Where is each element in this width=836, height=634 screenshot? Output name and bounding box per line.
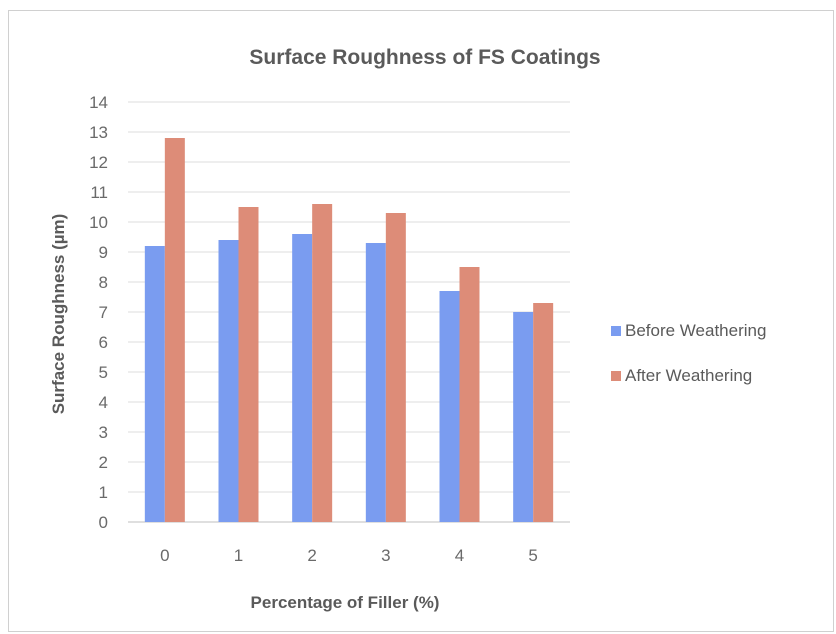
y-tick-label: 1 xyxy=(99,483,108,502)
y-tick-label: 10 xyxy=(89,213,108,232)
y-tick-label: 3 xyxy=(99,423,108,442)
y-tick-label: 11 xyxy=(90,183,108,202)
bar-before-0 xyxy=(144,246,165,522)
bar-before-4 xyxy=(439,291,460,522)
x-axis-ticks: 0 1 2 3 4 5 xyxy=(160,546,538,565)
x-axis-title: Percentage of Filler (%) xyxy=(251,593,440,612)
bar-before-5 xyxy=(513,312,534,522)
x-tick-label: 5 xyxy=(528,546,537,565)
x-tick-label: 4 xyxy=(455,546,464,565)
bar-after-0 xyxy=(164,138,185,522)
bar-after-3 xyxy=(385,213,406,522)
legend-swatch xyxy=(611,326,621,336)
bar-before-2 xyxy=(292,234,313,522)
y-tick-label: 2 xyxy=(99,453,108,472)
x-tick-label: 2 xyxy=(307,546,316,565)
gridlines xyxy=(128,101,570,523)
bars xyxy=(144,138,554,522)
bar-after-5 xyxy=(533,303,554,522)
bar-before-1 xyxy=(218,240,239,522)
bar-after-4 xyxy=(459,267,480,522)
bar-before-3 xyxy=(365,243,386,522)
y-tick-label: 9 xyxy=(99,243,108,262)
legend-swatch xyxy=(611,371,621,381)
chart-title: Surface Roughness of FS Coatings xyxy=(249,46,600,69)
y-tick-label: 7 xyxy=(99,303,108,322)
legend-label: Before Weathering xyxy=(625,321,766,340)
legend: Before Weathering After Weathering xyxy=(611,321,766,385)
y-tick-label: 4 xyxy=(99,393,108,412)
legend-label: After Weathering xyxy=(625,366,752,385)
x-tick-label: 0 xyxy=(160,546,169,565)
y-tick-label: 0 xyxy=(99,513,108,532)
y-axis-title: Surface Roughness (µm) xyxy=(49,214,68,415)
x-tick-label: 3 xyxy=(381,546,390,565)
bar-after-1 xyxy=(238,207,259,522)
bar-after-2 xyxy=(312,204,333,522)
y-tick-label: 13 xyxy=(89,123,108,142)
y-tick-label: 8 xyxy=(99,273,108,292)
x-tick-label: 1 xyxy=(234,546,243,565)
y-tick-label: 5 xyxy=(99,363,108,382)
y-tick-label: 12 xyxy=(89,153,108,172)
y-tick-label: 6 xyxy=(99,333,108,352)
y-tick-label: 14 xyxy=(89,93,108,112)
